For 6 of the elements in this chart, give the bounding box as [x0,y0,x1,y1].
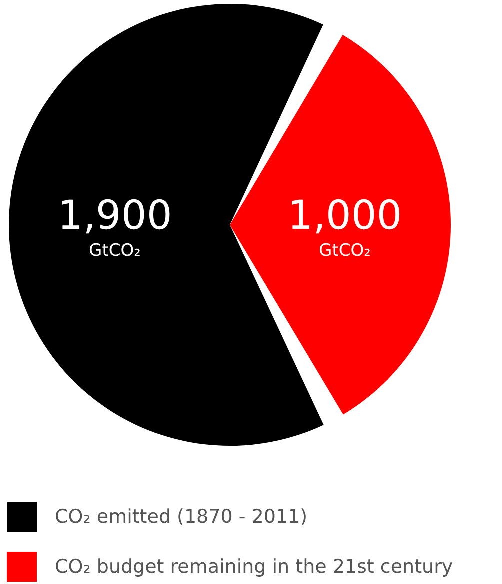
legend-label: CO₂ emitted (1870 - 2011) [55,506,308,528]
data-label: 1,900 [58,193,172,240]
text: GtCO₂ [89,241,141,262]
data-label: 1,000 [288,192,402,239]
text: GtCO₂ [319,240,371,261]
legend-label: CO₂ budget remaining in the 21st century [55,556,454,578]
